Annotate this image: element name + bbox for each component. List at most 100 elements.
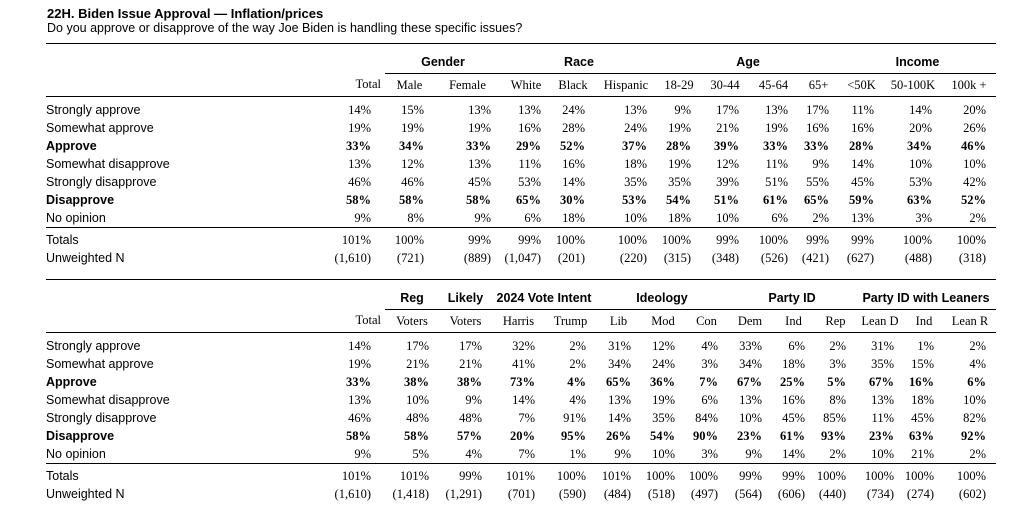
- table-cell: (274): [906, 486, 934, 501]
- table-cell: 23%: [869, 428, 894, 443]
- table-cell: 13%: [468, 102, 491, 117]
- table-cell: 13%: [765, 102, 788, 117]
- table-cell: 100%: [856, 463, 904, 485]
- table-cell: 52%: [961, 192, 986, 207]
- table-cell: (701): [507, 486, 535, 501]
- table-cell: 99%: [434, 227, 501, 249]
- column-header: Lean D: [856, 309, 904, 333]
- table-cell: 34%: [399, 138, 424, 153]
- table-cell: 34%: [608, 356, 631, 371]
- table-cell: 33%: [804, 138, 829, 153]
- table-cell: 5%: [412, 446, 429, 461]
- crosstab-table-politics: Reg Likely 2024 Vote Intent Ideology Party I…: [46, 279, 996, 503]
- table-cell: 10%: [871, 446, 894, 461]
- table-cell: 16%: [518, 120, 541, 135]
- table-cell: 58%: [404, 428, 429, 443]
- table-cell: 100%: [904, 463, 944, 485]
- column-header: Trump: [545, 309, 596, 333]
- table-cell: 13%: [348, 156, 371, 171]
- table-row: Totals 101% 100% 99% 99% 100% 100% 100% 99% 100% 9…: [46, 227, 996, 249]
- table-cell: 46%: [401, 174, 424, 189]
- row-label: Totals: [46, 227, 326, 249]
- table-cell: 15%: [401, 102, 424, 117]
- table-cell: 65%: [804, 192, 829, 207]
- group-header: Reg: [385, 287, 439, 310]
- column-header: 18-29: [657, 73, 701, 97]
- table-cell: 48%: [459, 410, 482, 425]
- table-cell: 9%: [465, 392, 482, 407]
- table-cell: 8%: [407, 210, 424, 225]
- table-row: No opinion 9% 8% 9% 6% 18% 10% 18% 10% 6% 2% 13% 3% 2…: [46, 209, 996, 228]
- table-cell: 46%: [961, 138, 986, 153]
- table-cell: 32%: [512, 338, 535, 353]
- table-row: No opinion 9% 5% 4% 7% 1% 9% 10% 3% 9% 14% 2% 10% 21%…: [46, 445, 996, 464]
- table-cell: (488): [904, 250, 932, 265]
- table-cell: 6%: [788, 338, 805, 353]
- table-cell: 10%: [652, 446, 675, 461]
- table-cell: (1,418): [392, 486, 429, 501]
- column-header-row: Total Male Female White Black Hispanic 18-29 30…: [46, 73, 996, 97]
- table-cell: 92%: [961, 428, 986, 443]
- table-cell: 52%: [560, 138, 585, 153]
- table-cell: 21%: [406, 356, 429, 371]
- column-header: Ind: [904, 309, 944, 333]
- group-header: 2024 Vote Intent: [492, 287, 596, 310]
- table-cell: 101%: [326, 463, 385, 485]
- row-label: Somewhat approve: [46, 121, 154, 135]
- column-header: Hispanic: [595, 73, 657, 97]
- table-cell: 21%: [459, 356, 482, 371]
- table-cell: 2%: [812, 210, 829, 225]
- group-header-row: Gender Race Age Income: [46, 51, 996, 74]
- table-cell: (201): [557, 250, 585, 265]
- row-label: Strongly disapprove: [46, 175, 157, 189]
- table-row: Somewhat approve 19% 19% 19% 16% 28% 24% 19% 21%…: [46, 119, 996, 137]
- table-cell: 10%: [963, 156, 986, 171]
- table-cell: (590): [558, 486, 586, 501]
- table-row: Somewhat disapprove 13% 12% 13% 11% 16% 18% 19%…: [46, 155, 996, 173]
- table-cell: 2%: [969, 210, 986, 225]
- table-cell: 19%: [348, 120, 371, 135]
- table-cell: 10%: [739, 410, 762, 425]
- table-cell: 11%: [851, 102, 874, 117]
- row-label: Totals: [46, 463, 326, 485]
- column-header: Total: [326, 73, 385, 97]
- table-cell: 14%: [782, 446, 805, 461]
- table-cell: 99%: [701, 227, 749, 249]
- table-cell: 1%: [569, 446, 586, 461]
- table-cell: 18%: [668, 210, 691, 225]
- row-label: Somewhat disapprove: [46, 157, 170, 171]
- table-cell: 6%: [524, 210, 541, 225]
- table-cell: 19%: [652, 392, 675, 407]
- group-header: Ideology: [596, 287, 728, 310]
- table-cell: 85%: [823, 410, 846, 425]
- table-cell: 23%: [737, 428, 762, 443]
- table-cell: 58%: [346, 428, 371, 443]
- table-cell: 21%: [911, 446, 934, 461]
- table-cell: (497): [690, 486, 718, 501]
- group-header: Party ID with Leaners: [856, 287, 996, 310]
- table-cell: 58%: [466, 192, 491, 207]
- table-cell: 5%: [827, 374, 846, 389]
- table-cell: 16%: [782, 392, 805, 407]
- table-cell: 9%: [354, 446, 371, 461]
- table-row: Disapprove 58% 58% 58% 65% 30% 53% 54% 51% 61% 65%…: [46, 191, 996, 209]
- table-cell: (421): [801, 250, 829, 265]
- table-cell: 12%: [401, 156, 424, 171]
- table-cell: 31%: [871, 338, 894, 353]
- table-cell: 28%: [562, 120, 585, 135]
- table-cell: 45%: [468, 174, 491, 189]
- group-header: Race: [501, 51, 657, 74]
- table-cell: 16%: [851, 120, 874, 135]
- table-cell: (627): [846, 250, 874, 265]
- table-cell: 82%: [963, 410, 986, 425]
- table-cell: 101%: [385, 463, 439, 485]
- group-header: Gender: [385, 51, 501, 74]
- row-label: Somewhat disapprove: [46, 393, 170, 407]
- table-cell: 13%: [518, 102, 541, 117]
- row-label: Disapprove: [46, 429, 115, 443]
- table-row: Totals 101% 101% 99% 101% 100% 101% 100% 100% 99%…: [46, 463, 996, 485]
- table-cell: 14%: [851, 156, 874, 171]
- table-cell: 99%: [728, 463, 772, 485]
- table-cell: 9%: [812, 156, 829, 171]
- table-cell: 17%: [406, 338, 429, 353]
